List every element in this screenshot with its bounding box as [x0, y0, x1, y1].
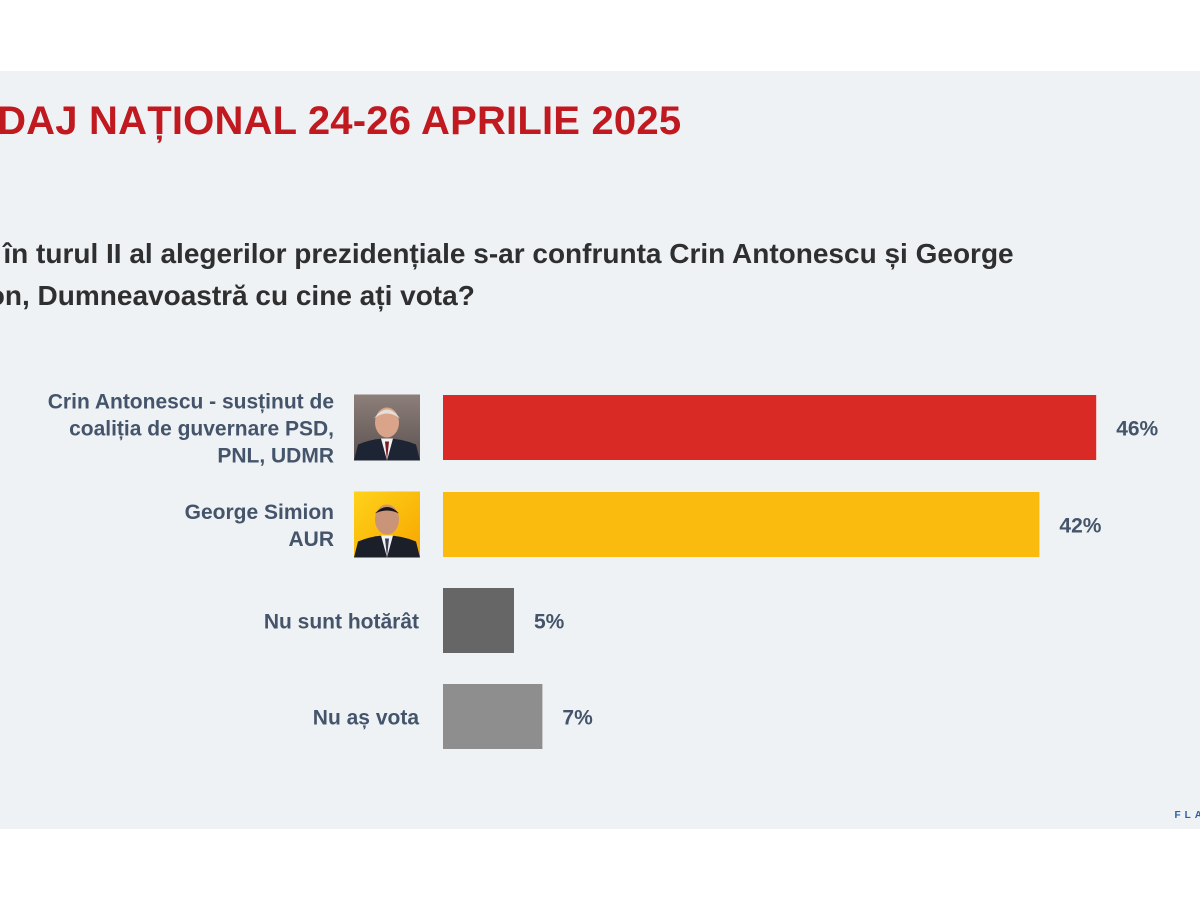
value-label-0: 46%	[1116, 418, 1158, 441]
bar-1	[443, 492, 1040, 557]
poll-question-line-1: ă în turul II al alegerilor prezidențial…	[0, 238, 1014, 269]
category-label-0: Crin Antonescu - susținut de coaliția de …	[48, 391, 334, 468]
value-label-3: 7%	[562, 707, 593, 730]
category-label-3: Nu aș vota	[313, 707, 420, 730]
poll-question: ă în turul II al alegerilor prezidențial…	[0, 233, 1014, 317]
watermark-text: FLA	[1174, 810, 1200, 821]
candidate-photo-simion	[354, 491, 420, 558]
bar-0	[443, 395, 1097, 460]
slide: NDAJ NAȚIONAL 24-26 APRILIE 2025 ă în tu…	[0, 71, 1200, 829]
bar-2	[443, 588, 514, 653]
category-label-2: Nu sunt hotărât	[264, 611, 419, 634]
candidate-photo-antonescu	[354, 394, 420, 461]
bar-3	[443, 684, 543, 749]
value-label-2: 5%	[534, 611, 565, 634]
bar-chart: 46% Crin Antonescu - susținut de coaliția …	[48, 391, 1159, 749]
slide-title: NDAJ NAȚIONAL 24-26 APRILIE 2025	[0, 99, 682, 143]
value-label-1: 42%	[1059, 515, 1101, 538]
poll-question-line-2: ion, Dumneavoastră cu cine ați vota?	[0, 280, 475, 311]
category-label-1: George Simion AUR	[185, 501, 334, 551]
